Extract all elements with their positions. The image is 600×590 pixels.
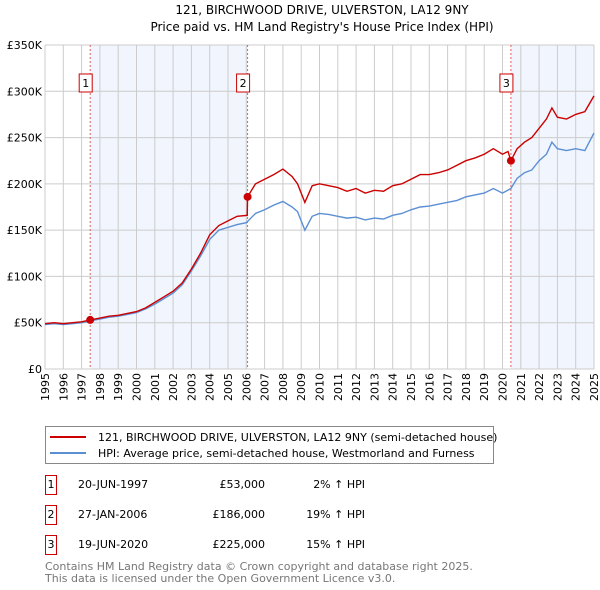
sale-label: 3	[503, 77, 510, 90]
sale-row: 3 19-JUN-2020 £225,000 15% ↑ HPI	[45, 535, 385, 557]
legend: 121, BIRCHWOOD DRIVE, ULVERSTON, LA12 9N…	[45, 426, 497, 464]
x-tick-label: 2008	[277, 373, 290, 401]
x-tick-label: 2013	[368, 373, 381, 401]
y-tick-label: £300K	[7, 85, 43, 98]
x-tick-label: 2021	[515, 373, 528, 401]
sale-number: 1	[45, 475, 57, 495]
blue-line-swatch	[50, 452, 86, 454]
y-tick-label: £100K	[7, 270, 43, 283]
x-tick-label: 1998	[94, 373, 107, 401]
x-tick-label: 2005	[222, 373, 235, 401]
x-tick-label: 2000	[131, 373, 144, 401]
x-tick-label: 2015	[405, 373, 418, 401]
sale-point	[86, 315, 95, 324]
sale-price: £225,000	[212, 538, 266, 551]
sale-label-box	[78, 73, 93, 93]
x-tick-label: 2019	[478, 373, 491, 401]
sale-label: 2	[240, 77, 247, 90]
y-tick-label: £250K	[7, 132, 43, 145]
sale-number: 3	[45, 535, 57, 555]
x-tick-label: 2016	[423, 373, 436, 401]
x-tick-label: 2025	[588, 373, 600, 401]
sale-price: £53,000	[219, 478, 266, 491]
price-chart: 121, BIRCHWOOD DRIVE, ULVERSTON, LA12 9N…	[7, 3, 600, 401]
sale-label-box	[499, 73, 514, 93]
x-tick-label: 1995	[39, 373, 52, 401]
x-tick-label: 2002	[167, 373, 180, 401]
legend-item-hpi: HPI: Average price, semi-detached house,…	[50, 445, 475, 461]
x-tick-label: 2020	[497, 373, 510, 401]
x-tick-label: 2007	[259, 373, 272, 401]
x-tick-label: 2018	[460, 373, 473, 401]
series-line	[44, 132, 595, 326]
sale-label: 1	[82, 77, 89, 90]
x-tick-label: 1997	[76, 373, 89, 401]
chart-subtitle: Price paid vs. HM Land Registry's House …	[150, 20, 493, 34]
x-tick-label: 2009	[295, 373, 308, 401]
x-tick-label: 2006	[240, 373, 253, 401]
x-tick-label: 2022	[533, 373, 546, 401]
sale-date: 19-JUN-2020	[78, 538, 149, 551]
chart-title: 121, BIRCHWOOD DRIVE, ULVERSTON, LA12 9N…	[175, 3, 469, 17]
x-tick-label: 2023	[551, 373, 564, 401]
x-tick-label: 1996	[57, 373, 70, 401]
sale-hpi-diff: 19% ↑ HPI	[306, 508, 365, 521]
shaded-period	[90, 45, 248, 369]
x-tick-label: 1999	[112, 373, 125, 401]
red-line-swatch	[50, 436, 86, 438]
footer-line: Contains HM Land Registry data © Crown c…	[45, 560, 473, 573]
sale-row: 2 27-JAN-2006 £186,000 19% ↑ HPI	[45, 505, 385, 527]
y-tick-label: £0	[28, 363, 42, 376]
shaded-period	[510, 45, 594, 369]
x-tick-label: 2017	[442, 373, 455, 401]
legend-label: HPI: Average price, semi-detached house,…	[98, 446, 475, 460]
legend-item-property: 121, BIRCHWOOD DRIVE, ULVERSTON, LA12 9N…	[50, 429, 497, 445]
sale-number: 2	[45, 505, 57, 525]
x-tick-label: 2024	[570, 373, 583, 401]
sale-point	[243, 192, 252, 201]
x-tick-label: 2011	[332, 373, 345, 401]
x-tick-label: 2014	[387, 373, 400, 401]
footer-line: This data is licensed under the Open Gov…	[45, 572, 396, 585]
sale-price: £186,000	[212, 508, 266, 521]
sale-date: 27-JAN-2006	[78, 508, 148, 521]
x-tick-label: 2010	[314, 373, 327, 401]
sale-hpi-diff: 15% ↑ HPI	[306, 538, 365, 551]
legend-label: 121, BIRCHWOOD DRIVE, ULVERSTON, LA12 9N…	[98, 430, 498, 444]
y-tick-label: £50K	[14, 317, 43, 330]
sale-date: 20-JUN-1997	[78, 478, 149, 491]
sale-label-box	[236, 73, 251, 93]
sale-point	[506, 156, 515, 165]
x-tick-label: 2012	[350, 373, 363, 401]
y-tick-label: £350K	[7, 39, 43, 52]
y-tick-label: £150K	[7, 224, 43, 237]
y-tick-label: £200K	[7, 178, 43, 191]
sale-row: 1 20-JUN-1997 £53,000 2% ↑ HPI	[45, 475, 385, 497]
x-tick-label: 2004	[204, 373, 217, 401]
footer: Contains HM Land Registry data © Crown c…	[45, 561, 473, 585]
x-tick-label: 2001	[149, 373, 162, 401]
x-tick-label: 2003	[185, 373, 198, 401]
sale-hpi-diff: 2% ↑ HPI	[313, 478, 365, 491]
